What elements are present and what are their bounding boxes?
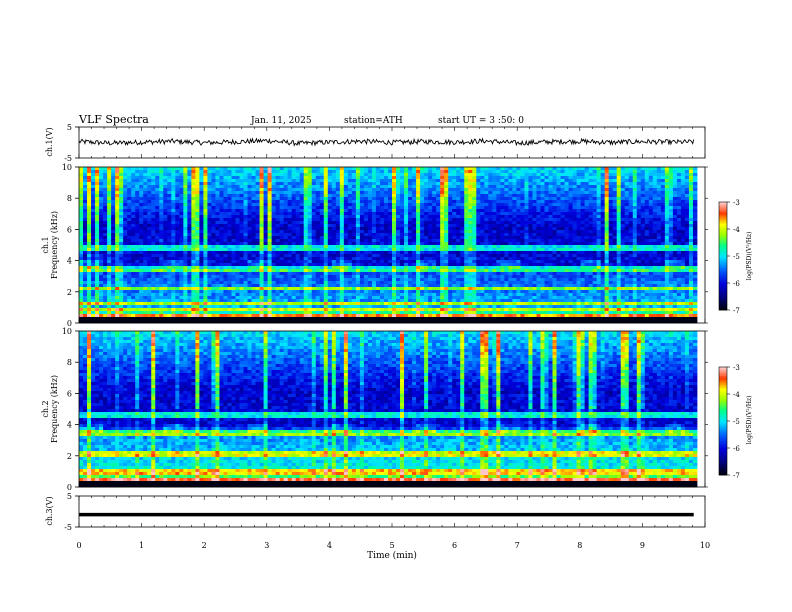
time-tick-label: 8 <box>577 541 582 550</box>
time-tick-label: 0 <box>76 541 81 550</box>
y-tick-label: 4 <box>67 257 72 266</box>
colorbar-tick-label: -6 <box>733 445 740 453</box>
ch2-spectrogram-ylabel-channel: ch.2 <box>41 400 50 417</box>
time-tick-label: 3 <box>264 541 269 550</box>
time-tick-label: 5 <box>389 541 394 550</box>
y-tick-label: 4 <box>67 421 72 430</box>
y-tick-label: 10 <box>62 163 72 172</box>
ch3-waveform-frame <box>79 496 705 527</box>
time-axis: 0 1 2 3 4 5 6 7 8 9 10 <box>76 541 710 550</box>
date-label: Jan. 11, 2025 <box>250 116 312 126</box>
colorbar-tick-label: -7 <box>733 307 740 315</box>
time-tick-label: 2 <box>202 541 207 550</box>
waveform-line <box>79 139 694 146</box>
station-label: station=ATH <box>344 116 403 126</box>
time-tick-label: 6 <box>452 541 457 550</box>
time-axis-label: Time (min) <box>367 550 417 561</box>
colorbar-tick-label: -5 <box>733 418 740 426</box>
y-tick-label: 0 <box>67 483 72 492</box>
y-tick-label: 6 <box>67 389 72 398</box>
colorbar-tick-label: -5 <box>733 253 740 261</box>
colorbar-tick-label: -4 <box>733 391 740 399</box>
ch1-waveform-trace <box>79 139 694 146</box>
y-tick-label: -5 <box>64 154 72 163</box>
ch1-colorbar-label: log(PSD)(V²/Hz) <box>746 232 753 281</box>
y-tick-label: 5 <box>67 123 72 132</box>
ch1-spectrogram-ylabel-channel: ch.1 <box>41 236 50 253</box>
colorbar-tick-label: -3 <box>733 364 740 372</box>
ch1-colorbar: -3 -4 -5 -6 -7 <box>719 199 740 315</box>
colorbar-tick-label: -7 <box>733 472 740 480</box>
ch3-waveform-ylabel: ch.3(V) <box>45 496 54 525</box>
ch1-spectrogram-ylabel-frequency: Frequency (kHz) <box>50 211 59 279</box>
y-tick-label: 8 <box>67 358 72 367</box>
colorbar-tick-label: -6 <box>733 280 740 288</box>
y-tick-label: 8 <box>67 194 72 203</box>
time-tick-label: 9 <box>640 541 645 550</box>
ch2-spectrogram-ylabel-frequency: Frequency (kHz) <box>50 375 59 443</box>
time-tick-label: 1 <box>139 541 144 550</box>
y-tick-label: 2 <box>67 288 72 297</box>
figure-title: VLF Spectra <box>78 113 149 126</box>
ch2-colorbar-label: log(PSD)(V²/Hz) <box>746 396 753 445</box>
start-time-label: start UT = 3 :50: 0 <box>438 116 524 126</box>
ch2-spectrogram-image <box>79 331 697 487</box>
y-tick-label: 10 <box>62 327 72 336</box>
ch3-waveform-yticks: 5 -5 <box>64 492 79 532</box>
y-tick-label: 6 <box>67 225 72 234</box>
colorbar-tick-label: -4 <box>733 226 740 234</box>
ch1-spectrogram-image <box>79 167 697 323</box>
ch3-waveform-xticks <box>79 496 705 527</box>
time-tick-label: 4 <box>327 541 332 550</box>
ch3-waveform-panel: 5 -5 ch.3(V) <box>45 492 705 532</box>
y-tick-label: 2 <box>67 452 72 461</box>
ch1-waveform-ylabel: ch.1(V) <box>45 127 54 156</box>
colorbar-tick-label: -3 <box>733 199 740 207</box>
ch2-colorbar: -3 -4 -5 -6 -7 <box>719 364 740 480</box>
y-tick-label: -5 <box>64 523 72 532</box>
time-tick-label: 10 <box>700 541 710 550</box>
y-tick-label: 5 <box>67 492 72 501</box>
ch1-waveform-yticks: 5 -5 <box>64 123 79 163</box>
time-tick-label: 7 <box>515 541 520 550</box>
ch1-waveform-panel: 5 -5 ch.1(V) <box>45 123 705 163</box>
